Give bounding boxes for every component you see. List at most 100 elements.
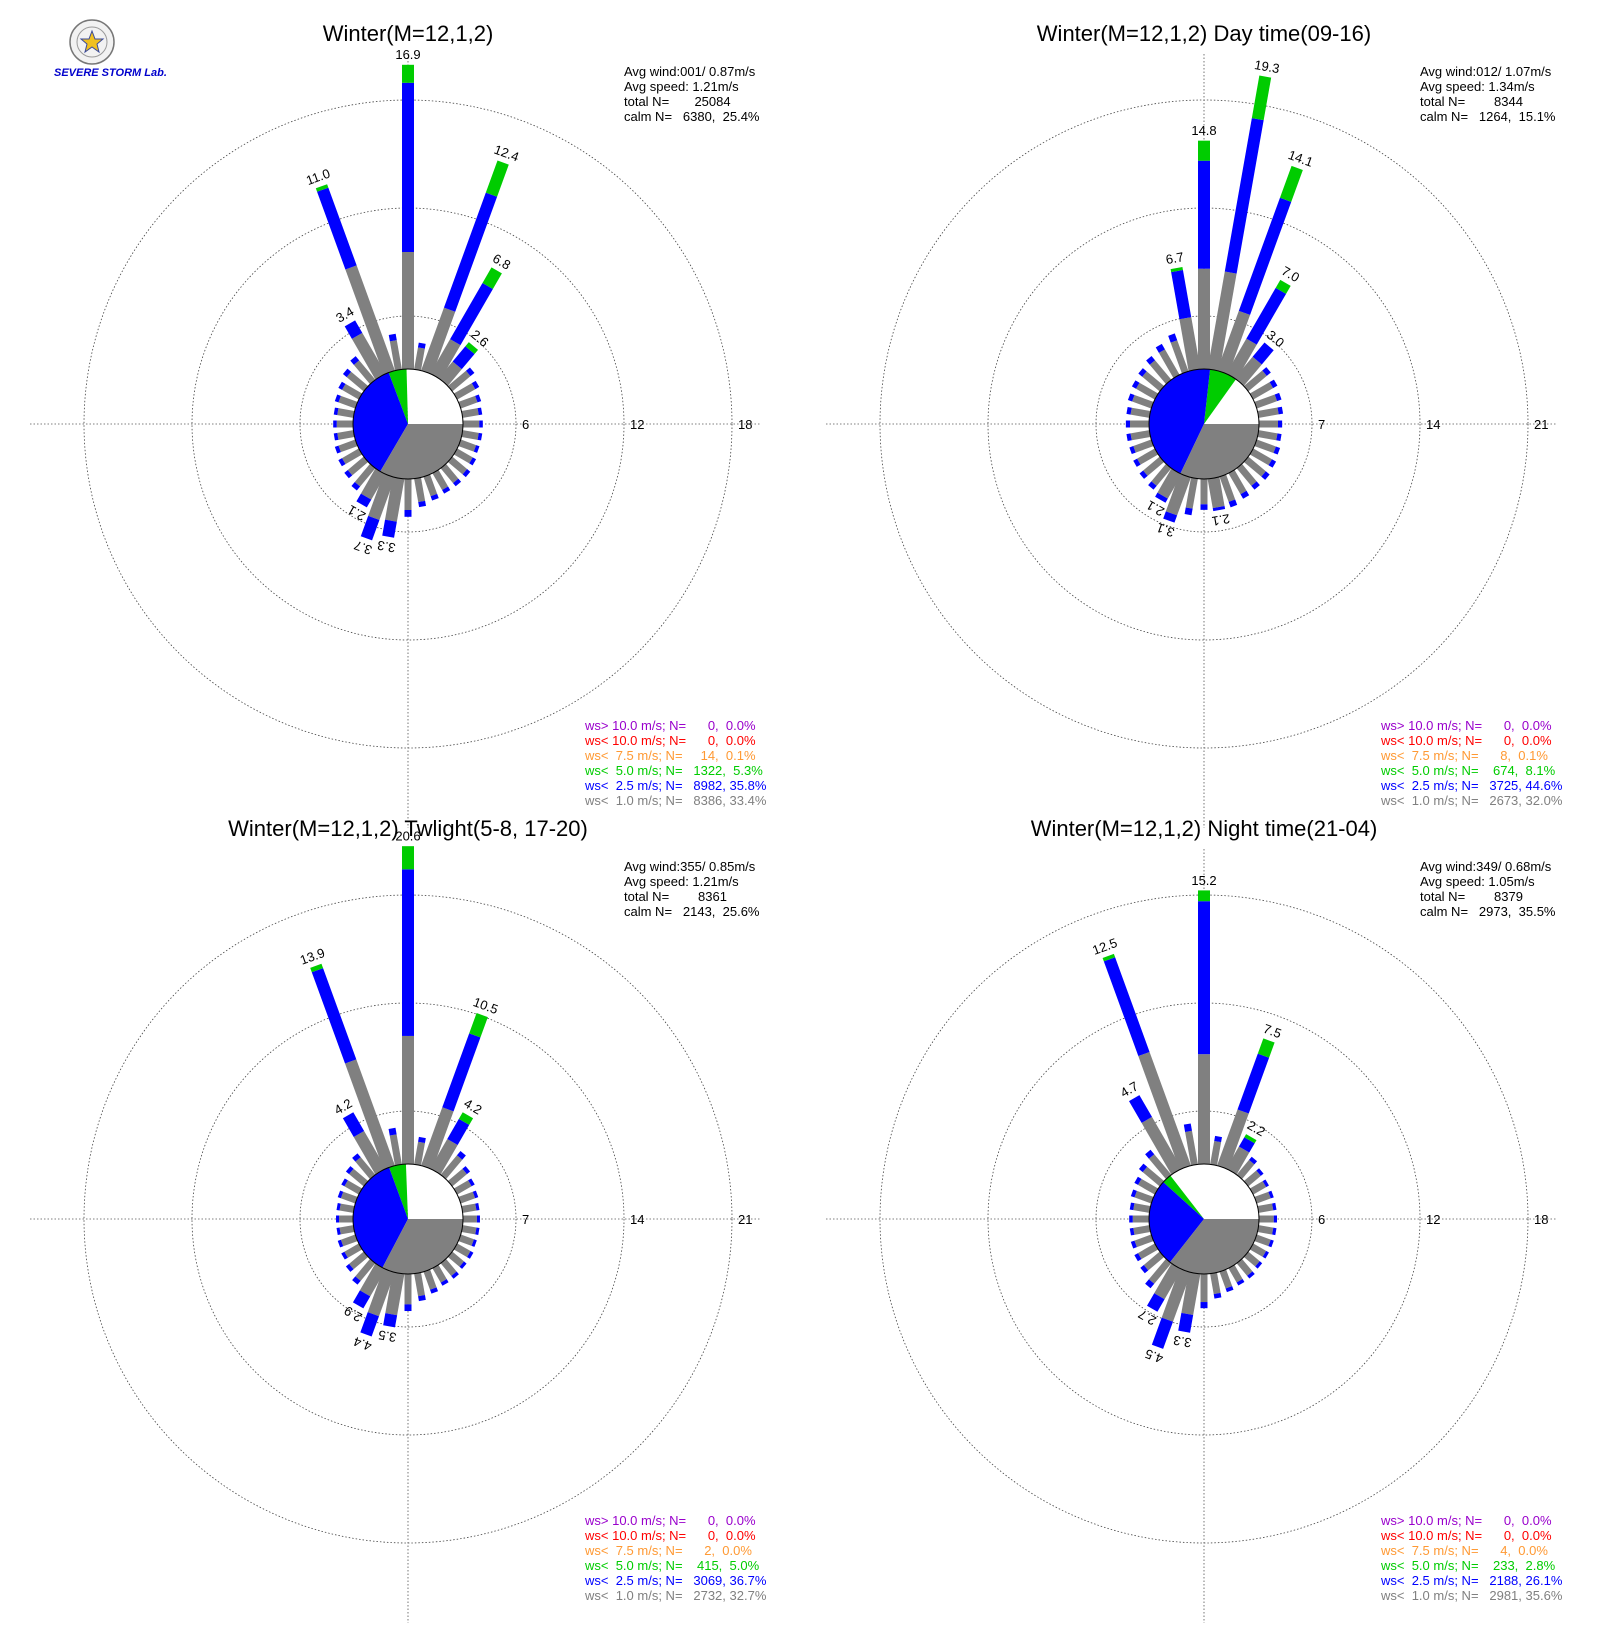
stats-line: total N= 8361 — [624, 889, 727, 904]
ring-label: 7 — [522, 1212, 529, 1227]
petal-segment-lt25 — [418, 500, 426, 508]
petal-segment-lt5 — [469, 1013, 488, 1038]
petal-segment-lt25 — [447, 1118, 470, 1145]
petal-segment-lt25 — [475, 1203, 480, 1211]
petal-segment-lt1 — [1149, 360, 1172, 385]
petal-segment-lt25 — [1268, 1190, 1274, 1199]
petal-segment-lt1 — [1254, 394, 1278, 409]
petal-segment-lt1 — [402, 1035, 414, 1164]
petal-segment-lt1 — [355, 1157, 376, 1180]
petal-segment-lt1 — [1259, 1215, 1274, 1223]
legend-entry: ws< 5.0 m/s; N= 1322, 5.3% — [584, 763, 763, 778]
petal-230 — [1140, 1251, 1165, 1274]
petal-segment-lt1 — [458, 1234, 474, 1246]
petal-label: 7.5 — [1261, 1021, 1283, 1041]
petal-350 — [388, 1127, 402, 1166]
range-ring — [987, 1002, 1421, 1436]
petal-segment-lt25 — [356, 493, 372, 508]
petal-segment-lt25 — [351, 481, 361, 491]
petal-segment-lt25 — [477, 432, 483, 441]
petal-label: 4.4 — [351, 1334, 373, 1354]
calm-slice — [1170, 1164, 1259, 1219]
stats-line: total N= 8344 — [1420, 94, 1523, 109]
lt25-slice — [352, 1167, 408, 1268]
wind-rose-panel-4: Winter(M=12,1,2) Night time(21-04) 6 12 18 1… — [826, 816, 1563, 1623]
legend-entry: ws< 1.0 m/s; N= 8386, 33.4% — [584, 793, 767, 808]
petal-segment-lt1 — [1228, 1264, 1243, 1283]
petal-segment-lt1 — [423, 474, 438, 497]
petal-segment-lt25 — [1246, 287, 1287, 345]
petal-segment-lt1 — [1142, 371, 1165, 392]
petal-segment-lt25 — [1247, 1271, 1255, 1279]
petal-segment-lt1 — [462, 420, 480, 428]
petal-300 — [338, 381, 363, 400]
legend-entry: ws< 1.0 m/s; N= 2673, 32.0% — [1380, 793, 1563, 808]
seal-inner-ring-icon — [76, 26, 108, 58]
petal-segment-lt1 — [342, 383, 363, 400]
petal-segment-lt5 — [1244, 1134, 1257, 1144]
petal-segment-lt25 — [1252, 342, 1274, 365]
petal-segment-lt25 — [1277, 406, 1284, 415]
petal-110 — [458, 1234, 477, 1247]
petal-segment-lt25 — [473, 445, 480, 453]
petal-segment-lt1 — [440, 463, 459, 484]
petal-segment-lt25 — [442, 1033, 481, 1112]
lt5-slice — [1204, 369, 1236, 424]
lab-logo: SEVERE STORM Lab. — [54, 19, 167, 79]
petal-segment-lt1 — [1165, 473, 1191, 516]
petal-segment-lt25 — [1255, 1261, 1263, 1269]
calm-disc-outline — [352, 1163, 464, 1275]
petal-segment-lt1 — [423, 1269, 437, 1290]
petal-segment-lt1 — [389, 340, 402, 371]
ring-label: 6 — [1318, 1212, 1325, 1227]
petal-segment-lt25 — [1249, 1156, 1258, 1165]
petal-segment-lt1 — [338, 439, 358, 453]
petal-segment-lt1 — [1181, 1272, 1201, 1315]
petal-segment-lt1 — [339, 1203, 355, 1213]
petal-260 — [336, 1225, 355, 1235]
petal-segment-lt25 — [1183, 1123, 1193, 1133]
petal-50 — [447, 1166, 471, 1187]
petal-segment-lt1 — [1185, 1130, 1198, 1166]
petal-segment-lt25 — [430, 1287, 439, 1294]
petal-label: 2.1 — [1211, 511, 1231, 529]
petal-140 — [440, 463, 462, 487]
petal-segment-lt1 — [1134, 1190, 1154, 1204]
petal-50 — [1243, 1168, 1264, 1187]
petal-segment-lt25 — [344, 320, 363, 339]
petal-segment-lt25 — [352, 1290, 371, 1309]
petal-340 — [315, 184, 395, 375]
petal-40 — [438, 342, 479, 386]
petal-0 — [402, 846, 414, 1164]
petal-20 — [1217, 165, 1303, 375]
petal-segment-lt25 — [1129, 1095, 1152, 1123]
ring-label: 6 — [522, 417, 529, 432]
lt25-slice — [1149, 1182, 1204, 1263]
petal-segment-lt1 — [1249, 448, 1273, 466]
calm-slice — [406, 369, 463, 424]
petal-310 — [345, 1166, 369, 1187]
petal-segment-lt1 — [367, 1268, 395, 1317]
petal-70 — [458, 394, 482, 409]
petal-segment-lt25 — [471, 380, 480, 390]
petal-segment-lt25 — [1276, 433, 1282, 442]
petal-segment-lt25 — [440, 1279, 449, 1286]
petal-segment-lt1 — [1236, 463, 1257, 486]
petal-segment-lt25 — [344, 469, 353, 479]
calm-slice — [405, 1164, 463, 1219]
petal-340 — [1102, 953, 1191, 1170]
wind-rose-panels: Winter(M=12,1,2)6 12 1816.912.46.82.63.33.… — [30, 21, 1563, 1623]
petal-segment-lt25 — [388, 1127, 397, 1136]
petal-330 — [1129, 1095, 1182, 1175]
petal-segment-lt1 — [1130, 420, 1149, 428]
petal-segment-lt1 — [453, 448, 473, 464]
petal-label: 3.7 — [352, 538, 374, 558]
petal-300 — [1134, 1176, 1159, 1195]
petal-segment-lt5 — [1198, 140, 1210, 161]
petal-segment-lt1 — [440, 1155, 463, 1180]
petal-20 — [421, 1013, 488, 1170]
petal-segment-lt25 — [472, 1190, 479, 1199]
petal-20 — [421, 160, 509, 375]
legend-entry: ws< 5.0 m/s; N= 233, 2.8% — [1380, 1558, 1556, 1573]
petal-segment-lt1 — [1219, 474, 1236, 502]
